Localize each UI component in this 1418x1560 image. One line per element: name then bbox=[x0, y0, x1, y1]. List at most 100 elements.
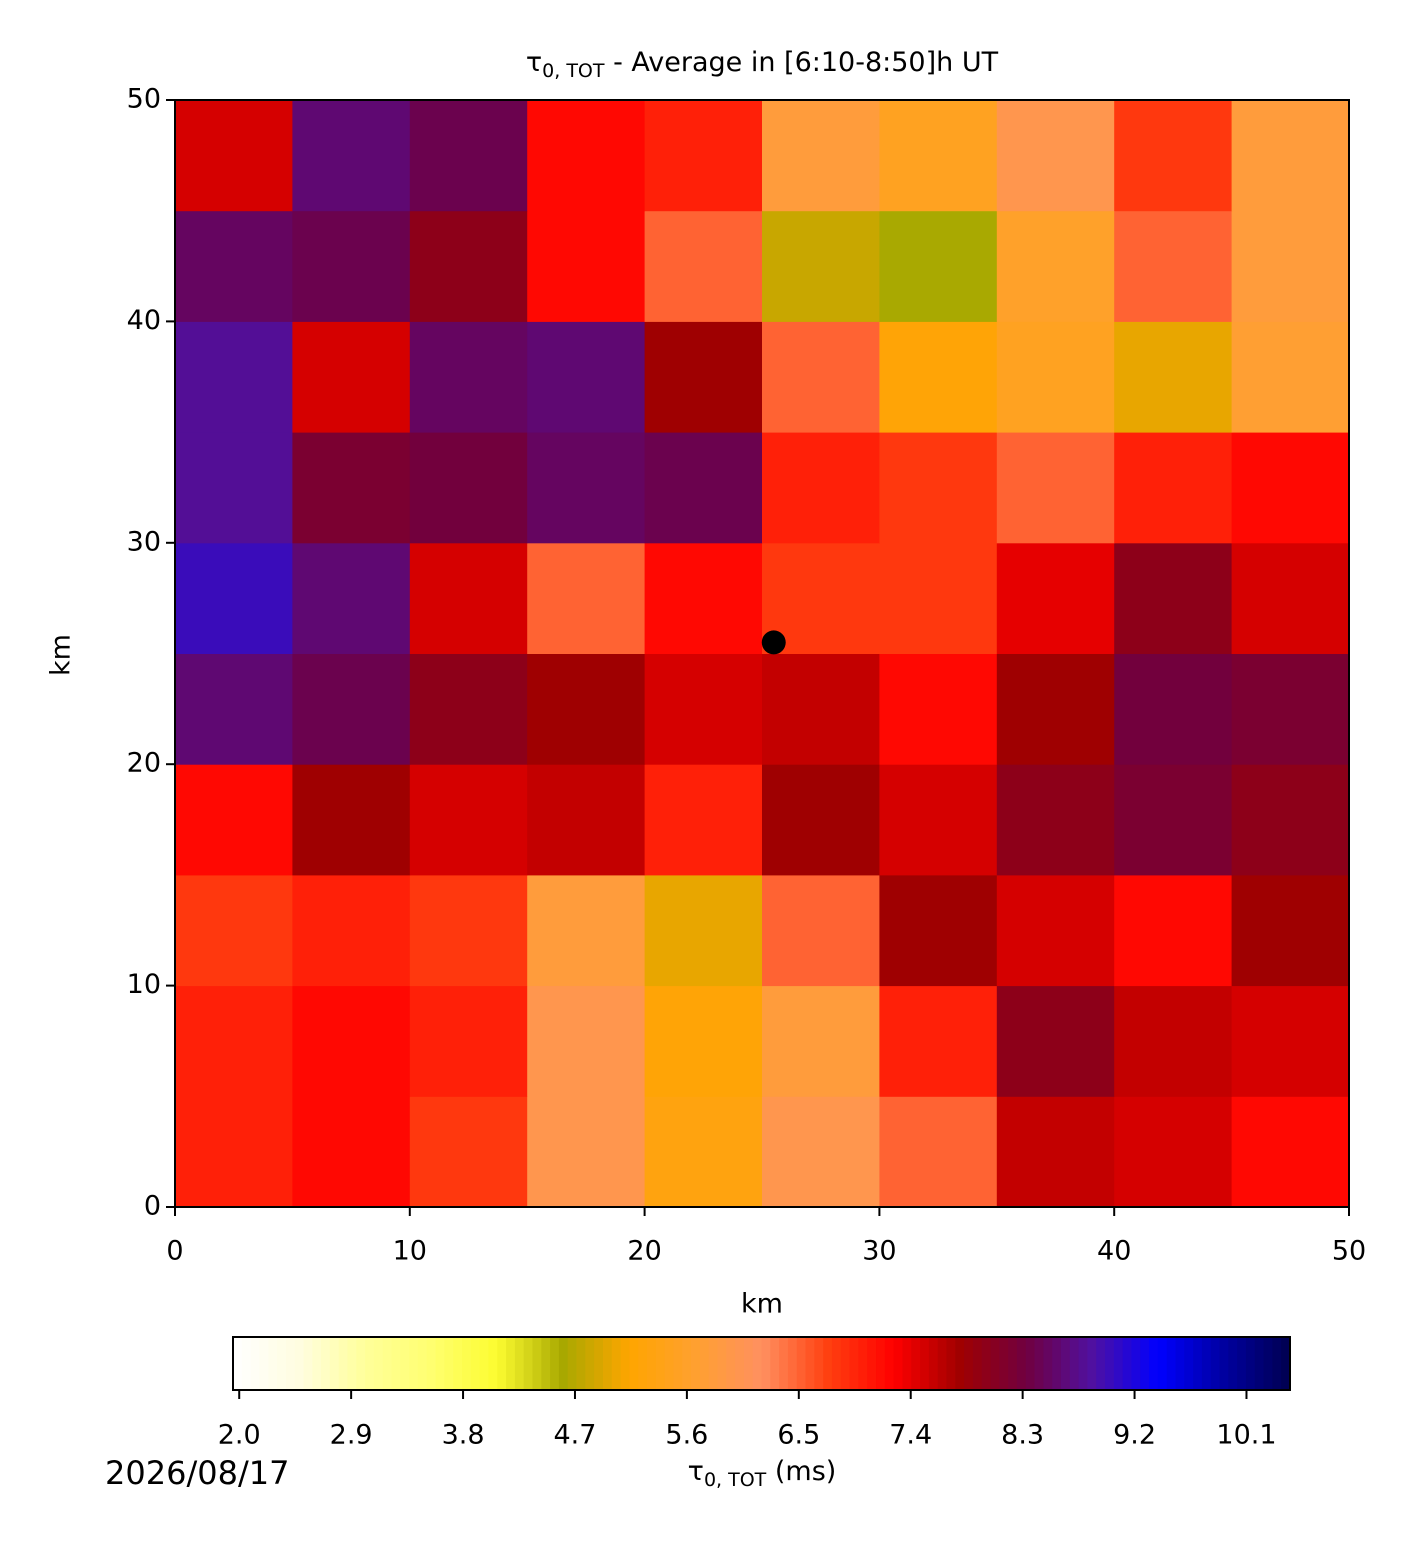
heat-cell bbox=[175, 542, 293, 654]
colorbar-slice bbox=[497, 1337, 507, 1390]
heat-cell bbox=[996, 432, 1115, 544]
colorbar-slice bbox=[532, 1337, 542, 1390]
heat-cell bbox=[644, 321, 763, 433]
colorbar-tick-label: 5.6 bbox=[665, 1420, 708, 1451]
colorbar-slice bbox=[699, 1337, 710, 1390]
colorbar-slice bbox=[479, 1337, 490, 1390]
colorbar-slice bbox=[1113, 1337, 1124, 1390]
colorbar-slice bbox=[629, 1337, 639, 1390]
x-axis-label: km bbox=[741, 1289, 783, 1320]
heat-cell bbox=[175, 985, 293, 1097]
colorbar-label: τ0, TOT (ms) bbox=[688, 1456, 837, 1491]
colorbar-slice bbox=[1016, 1337, 1027, 1390]
colorbar-slice bbox=[541, 1337, 551, 1390]
heat-cell bbox=[292, 1096, 411, 1208]
heat-cell bbox=[762, 653, 880, 765]
colorbar-slice bbox=[233, 1337, 243, 1390]
marker-point bbox=[761, 630, 786, 655]
heat-cell bbox=[1114, 210, 1233, 322]
heat-cell bbox=[879, 874, 998, 987]
colorbar-slice bbox=[787, 1337, 798, 1390]
heat-cell bbox=[1231, 100, 1350, 212]
heat-cell bbox=[762, 432, 880, 544]
colorbar-slice bbox=[382, 1337, 393, 1390]
colorbar-slice bbox=[312, 1337, 322, 1390]
heat-cell bbox=[527, 653, 646, 765]
colorbar-slice bbox=[268, 1337, 278, 1390]
heat-cell bbox=[292, 210, 411, 322]
heat-cell bbox=[409, 542, 528, 654]
colorbar-slice bbox=[391, 1337, 401, 1390]
colorbar-slice bbox=[294, 1337, 305, 1390]
heat-cell bbox=[1114, 100, 1233, 212]
colorbar-slice bbox=[444, 1337, 454, 1390]
heat-cell bbox=[527, 764, 646, 876]
colorbar-slice bbox=[488, 1337, 498, 1390]
x-tick-label: 20 bbox=[627, 1236, 661, 1267]
colorbar-slice bbox=[356, 1337, 366, 1390]
colorbar-slice bbox=[1069, 1337, 1080, 1390]
colorbar-slice bbox=[796, 1337, 807, 1390]
heat-cell bbox=[409, 100, 528, 212]
colorbar-slice bbox=[1122, 1337, 1133, 1390]
colorbar-tick-label: 6.5 bbox=[777, 1420, 820, 1451]
heat-cell bbox=[1231, 321, 1350, 433]
heat-cell bbox=[1114, 985, 1233, 1097]
colorbar-slice bbox=[743, 1337, 754, 1390]
colorbar-slice bbox=[805, 1337, 815, 1390]
heat-cell bbox=[879, 1096, 998, 1208]
heat-cell bbox=[644, 653, 763, 765]
heat-cell bbox=[996, 764, 1115, 876]
colorbar-slice bbox=[638, 1337, 648, 1390]
colorbar-slice bbox=[1078, 1337, 1089, 1390]
colorbar-slice bbox=[514, 1337, 525, 1390]
heat-cell bbox=[292, 100, 411, 212]
colorbar-slice bbox=[567, 1337, 578, 1390]
colorbar-slice bbox=[691, 1337, 701, 1390]
heat-cell bbox=[762, 210, 880, 322]
heat-cell bbox=[175, 653, 293, 765]
colorbar-slice bbox=[902, 1337, 912, 1390]
colorbar-slice bbox=[611, 1337, 622, 1390]
colorbar-slice bbox=[1201, 1337, 1212, 1390]
colorbar-tick-label: 7.4 bbox=[889, 1420, 932, 1451]
colorbar-slice bbox=[928, 1337, 939, 1390]
heat-cell bbox=[292, 764, 411, 876]
heat-cell bbox=[996, 100, 1115, 212]
heat-cell bbox=[996, 874, 1115, 987]
heat-cell bbox=[644, 432, 763, 544]
heat-cell bbox=[879, 432, 998, 544]
heat-cell bbox=[175, 100, 293, 212]
heat-cell bbox=[175, 210, 293, 322]
colorbar-slice bbox=[823, 1337, 833, 1390]
heat-cell bbox=[879, 764, 998, 876]
heat-cell bbox=[879, 210, 998, 322]
colorbar-slice bbox=[1237, 1337, 1247, 1390]
colorbar-slice bbox=[779, 1337, 789, 1390]
title-symbol: τ bbox=[526, 47, 542, 78]
heat-cell bbox=[996, 653, 1115, 765]
colorbar-slice bbox=[1245, 1337, 1256, 1390]
colorbar-slice bbox=[1008, 1337, 1018, 1390]
colorbar-slice bbox=[409, 1337, 419, 1390]
heat-cell bbox=[1114, 1096, 1233, 1208]
colorbar-tick-label: 9.2 bbox=[1113, 1420, 1156, 1451]
colorbar-slice bbox=[558, 1337, 569, 1390]
colorbar-tick-label: 8.3 bbox=[1001, 1420, 1044, 1451]
colorbar-slice bbox=[1096, 1337, 1106, 1390]
colorbar-slice bbox=[602, 1337, 613, 1390]
colorbar-slice bbox=[972, 1337, 983, 1390]
cbar-text: (ms) bbox=[766, 1456, 836, 1487]
heat-cell bbox=[1114, 321, 1233, 433]
colorbar-slice bbox=[303, 1337, 313, 1390]
heat-cell bbox=[527, 1096, 646, 1208]
heat-cell bbox=[762, 1096, 880, 1208]
colorbar-slice bbox=[1157, 1337, 1168, 1390]
colorbar-slice bbox=[585, 1337, 595, 1390]
colorbar-slice bbox=[735, 1337, 745, 1390]
colorbar-slice bbox=[365, 1337, 375, 1390]
x-tick-label: 50 bbox=[1332, 1236, 1366, 1267]
heat-cell bbox=[527, 210, 646, 322]
heat-cell bbox=[409, 764, 528, 876]
colorbar-slice bbox=[400, 1337, 410, 1390]
